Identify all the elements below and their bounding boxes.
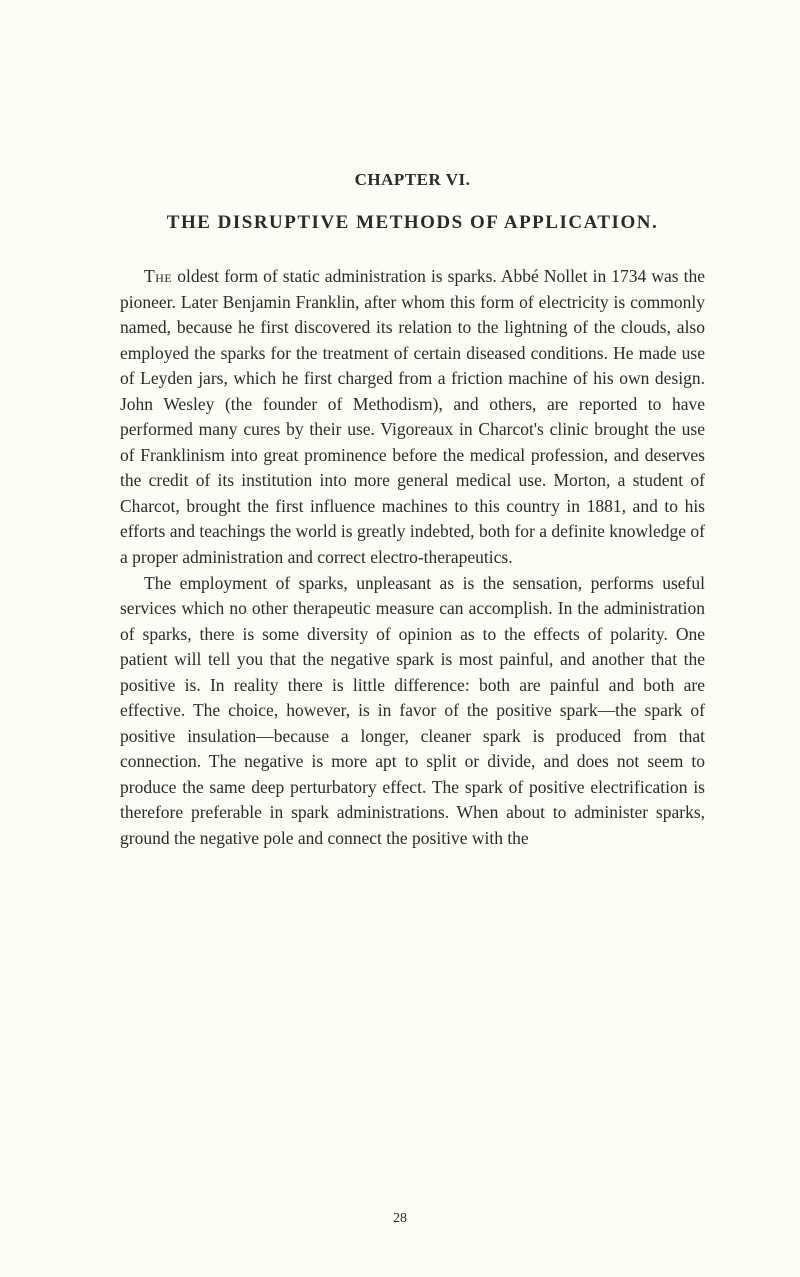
paragraph-1: The oldest form of static administration…	[120, 264, 705, 571]
paragraph-2: The employment of sparks, unpleasant as …	[120, 571, 705, 852]
paragraph-body: The employment of sparks, unpleasant as …	[120, 573, 705, 848]
paragraph-body: oldest form of static administration is …	[120, 266, 705, 567]
document-page: CHAPTER VI. THE DISRUPTIVE METHODS OF AP…	[0, 0, 800, 1277]
chapter-title: THE DISRUPTIVE METHODS OF APPLICATION.	[120, 212, 705, 234]
chapter-heading: CHAPTER VI.	[120, 170, 705, 190]
paragraph-lead: The	[144, 266, 172, 286]
page-number: 28	[0, 1211, 800, 1227]
